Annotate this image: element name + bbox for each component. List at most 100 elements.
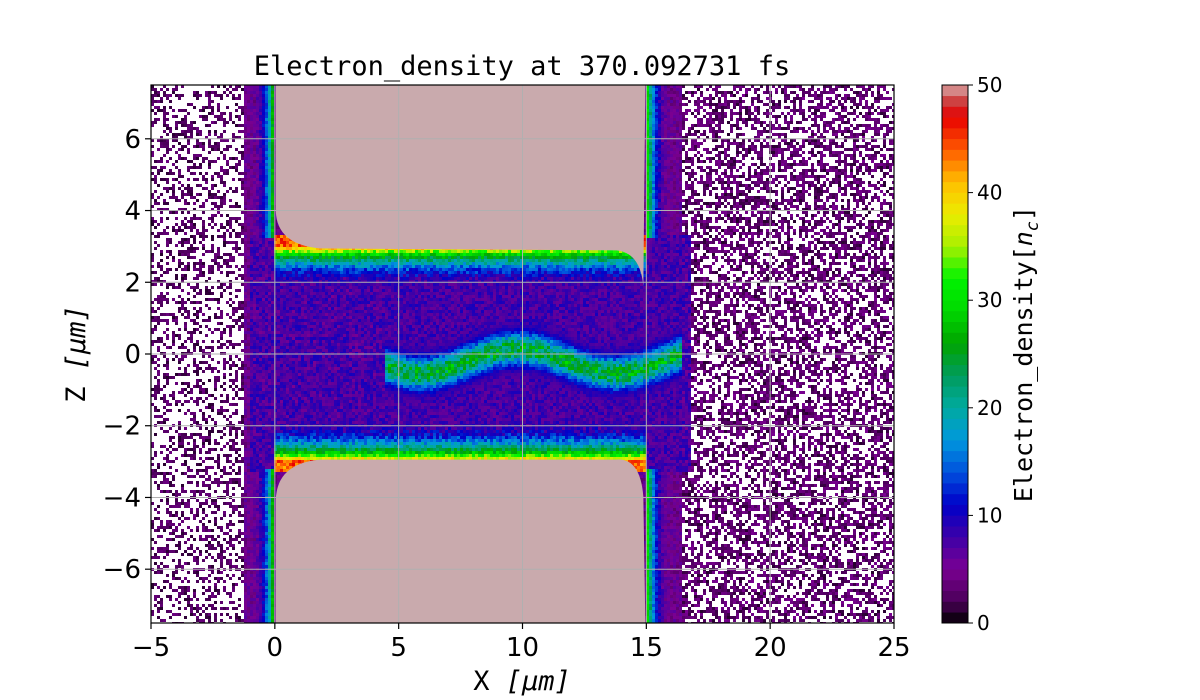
density-cell	[766, 112, 769, 115]
density-cell	[652, 94, 655, 97]
density-cell	[727, 106, 730, 109]
density-cell	[208, 103, 211, 106]
density-cell	[658, 148, 661, 151]
density-cell	[823, 121, 826, 124]
density-cell	[265, 100, 268, 103]
density-cell	[244, 127, 247, 130]
density-cell	[676, 100, 679, 103]
density-cell	[790, 154, 793, 157]
density-cell	[874, 151, 877, 154]
density-cell	[265, 112, 268, 115]
density-cell	[271, 157, 274, 160]
density-cell	[739, 97, 742, 100]
density-cell	[703, 97, 706, 100]
density-cell	[712, 157, 715, 160]
density-cell	[670, 133, 673, 136]
density-cell	[673, 88, 676, 91]
density-cell	[658, 142, 661, 145]
density-cell	[256, 91, 259, 94]
density-cell	[679, 157, 682, 160]
density-cell	[676, 151, 679, 154]
density-cell	[211, 145, 214, 148]
density-cell	[691, 145, 694, 148]
density-cell	[718, 127, 721, 130]
density-cell	[787, 148, 790, 151]
density-cell	[877, 97, 880, 100]
density-cell	[649, 127, 652, 130]
density-cell	[775, 115, 778, 118]
density-cell	[745, 118, 748, 121]
density-cell	[247, 154, 250, 157]
density-cell	[655, 97, 658, 100]
density-cell	[829, 127, 832, 130]
density-cell	[235, 88, 238, 91]
density-cell	[841, 118, 844, 121]
density-cell	[262, 103, 265, 106]
density-cell	[208, 130, 211, 133]
density-cell	[226, 148, 229, 151]
density-cell	[271, 94, 274, 97]
density-cell	[655, 133, 658, 136]
density-cell	[862, 130, 865, 133]
density-cell	[160, 109, 163, 112]
density-cell	[838, 94, 841, 97]
density-cell	[190, 103, 193, 106]
density-cell	[700, 91, 703, 94]
density-cell	[271, 151, 274, 154]
density-cell	[877, 118, 880, 121]
density-cell	[250, 139, 253, 142]
density-cell	[166, 94, 169, 97]
density-cell	[259, 106, 262, 109]
density-cell	[862, 133, 865, 136]
density-cell	[745, 124, 748, 127]
density-cell	[772, 115, 775, 118]
density-cell	[889, 130, 892, 133]
density-cell	[655, 115, 658, 118]
density-cell	[262, 91, 265, 94]
density-cell	[808, 115, 811, 118]
density-cell	[262, 118, 265, 121]
density-cell	[655, 100, 658, 103]
density-cell	[226, 88, 229, 91]
density-cell	[181, 94, 184, 97]
density-cell	[772, 145, 775, 148]
density-cell	[862, 124, 865, 127]
density-cell	[232, 121, 235, 124]
density-cell	[784, 142, 787, 145]
density-cell	[751, 124, 754, 127]
density-cell	[736, 91, 739, 94]
density-cell	[748, 118, 751, 121]
density-cell	[160, 97, 163, 100]
density-cell	[733, 94, 736, 97]
density-cell	[751, 100, 754, 103]
density-cell	[874, 130, 877, 133]
density-cell	[673, 115, 676, 118]
density-cell	[766, 88, 769, 91]
density-cell	[247, 124, 250, 127]
density-cell	[667, 133, 670, 136]
density-cell	[250, 145, 253, 148]
density-cell	[778, 103, 781, 106]
density-cell	[256, 88, 259, 91]
density-cell	[754, 148, 757, 151]
density-cell	[154, 121, 157, 124]
density-cell	[259, 112, 262, 115]
density-cell	[271, 139, 274, 142]
density-cell	[697, 103, 700, 106]
density-cell	[811, 142, 814, 145]
density-cell	[757, 157, 760, 160]
density-cell	[856, 145, 859, 148]
density-cell	[652, 115, 655, 118]
density-cell	[847, 97, 850, 100]
density-cell	[802, 130, 805, 133]
density-cell	[256, 160, 259, 163]
density-cell	[793, 91, 796, 94]
density-cell	[670, 148, 673, 151]
density-cell	[823, 154, 826, 157]
density-cell	[163, 94, 166, 97]
density-cell	[853, 142, 856, 145]
density-cell	[850, 133, 853, 136]
density-cell	[787, 106, 790, 109]
density-cell	[742, 133, 745, 136]
density-cell	[820, 94, 823, 97]
